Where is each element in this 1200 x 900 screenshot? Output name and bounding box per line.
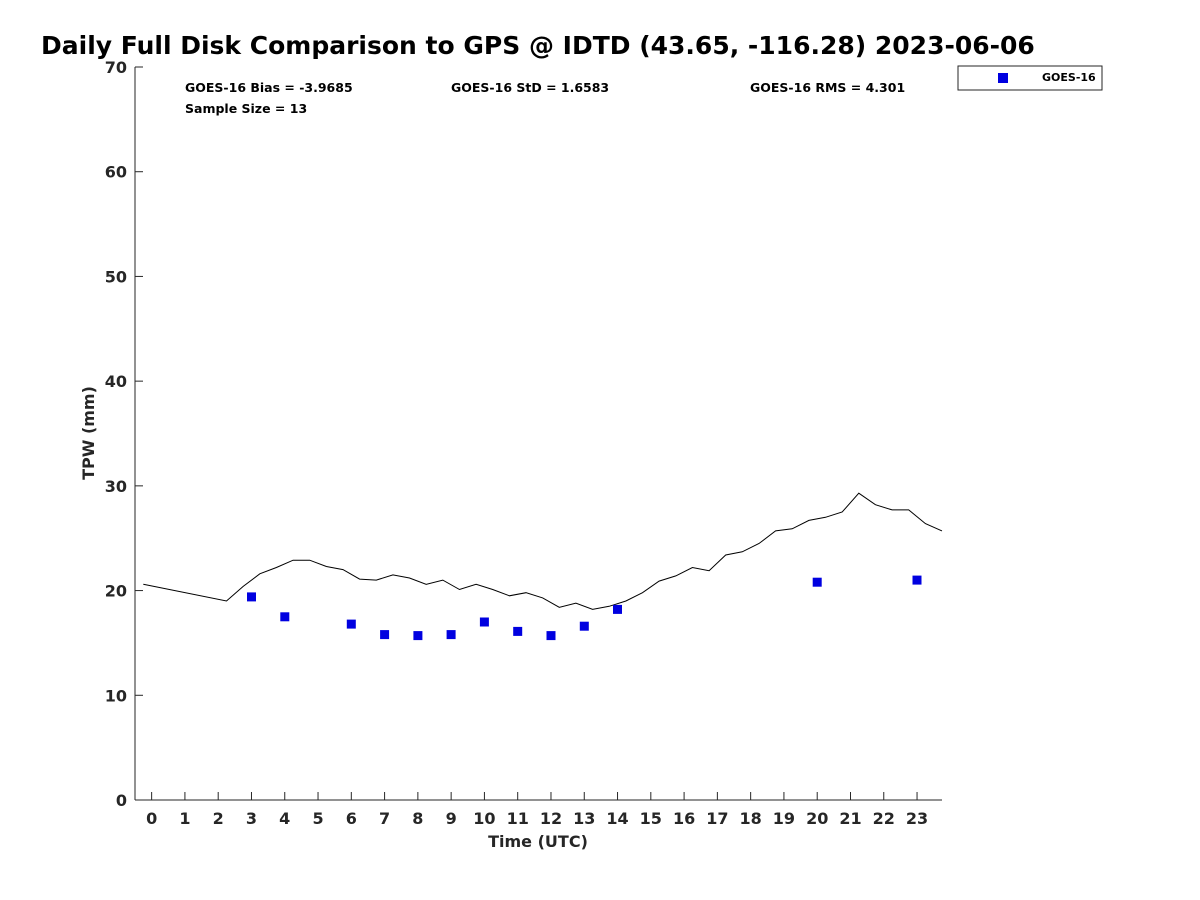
goes16-point — [446, 630, 456, 640]
x-tick-label: 7 — [379, 809, 390, 828]
x-tick-label: 8 — [412, 809, 423, 828]
x-tick-label: 12 — [540, 809, 562, 828]
x-tick-label: 15 — [640, 809, 662, 828]
y-tick-label: 30 — [105, 477, 127, 496]
y-tick-label: 70 — [105, 58, 127, 77]
x-tick-label: 4 — [279, 809, 290, 828]
stat-rms: GOES-16 RMS = 4.301 — [750, 80, 905, 95]
gps-line — [143, 492, 943, 610]
x-tick-label: 16 — [673, 809, 695, 828]
plot-area — [143, 492, 943, 641]
y-tick-label: 50 — [105, 267, 127, 286]
goes16-point — [613, 604, 622, 614]
chart-title: Daily Full Disk Comparison to GPS @ IDTD… — [41, 31, 1035, 60]
y-tick-label: 60 — [105, 163, 127, 182]
x-ticks: 0 1 2 3 4 5 6 7 8 9 10 11 12 13 14 15 16 17 18 19 20 21 22 23 — [146, 792, 928, 828]
x-tick-label: 14 — [606, 809, 628, 828]
y-axis-label: TPW (mm) — [79, 386, 98, 480]
y-tick-label: 20 — [105, 582, 127, 601]
goes16-point — [280, 612, 290, 622]
x-tick-label: 9 — [446, 809, 457, 828]
x-tick-label: 23 — [906, 809, 928, 828]
goes16-points — [247, 575, 922, 641]
legend-marker — [998, 73, 1008, 83]
x-tick-label: 18 — [740, 809, 762, 828]
x-tick-label: 22 — [873, 809, 895, 828]
x-axis-label: Time (UTC) — [488, 832, 588, 851]
goes16-point — [579, 621, 589, 631]
x-tick-label: 20 — [806, 809, 828, 828]
goes16-point — [247, 592, 256, 602]
x-tick-label: 11 — [507, 809, 529, 828]
y-ticks: 0 10 20 30 40 50 60 70 — [105, 58, 143, 810]
x-tick-label: 0 — [146, 809, 157, 828]
y-tick-label: 10 — [105, 686, 127, 705]
y-tick-label: 0 — [116, 791, 127, 810]
stat-sample-size: Sample Size = 13 — [185, 101, 307, 116]
x-tick-label: 13 — [573, 809, 595, 828]
x-tick-label: 3 — [246, 809, 257, 828]
goes16-point — [346, 619, 356, 629]
legend-box — [957, 65, 1103, 91]
goes16-point — [380, 630, 390, 640]
axes — [134, 67, 942, 801]
x-tick-label: 2 — [213, 809, 224, 828]
goes16-point — [513, 626, 523, 636]
x-tick-label: 6 — [346, 809, 357, 828]
goes16-point — [546, 631, 556, 641]
stat-std: GOES-16 StD = 1.6583 — [451, 80, 609, 95]
x-tick-label: 10 — [473, 809, 495, 828]
y-tick-label: 40 — [105, 372, 127, 391]
x-tick-label: 1 — [179, 809, 190, 828]
goes16-point — [912, 575, 922, 585]
x-tick-label: 19 — [773, 809, 795, 828]
x-tick-label: 5 — [312, 809, 323, 828]
goes16-point — [413, 631, 423, 641]
stats-annotations: GOES-16 Bias = -3.9685 GOES-16 StD = 1.6… — [185, 80, 905, 116]
goes16-point — [479, 617, 489, 627]
stat-bias: GOES-16 Bias = -3.9685 — [185, 80, 353, 95]
x-tick-label: 17 — [706, 809, 728, 828]
legend-label: GOES-16 — [1042, 71, 1096, 84]
legend: GOES-16 — [957, 65, 1103, 91]
goes16-point — [812, 577, 822, 587]
x-tick-label: 21 — [839, 809, 861, 828]
